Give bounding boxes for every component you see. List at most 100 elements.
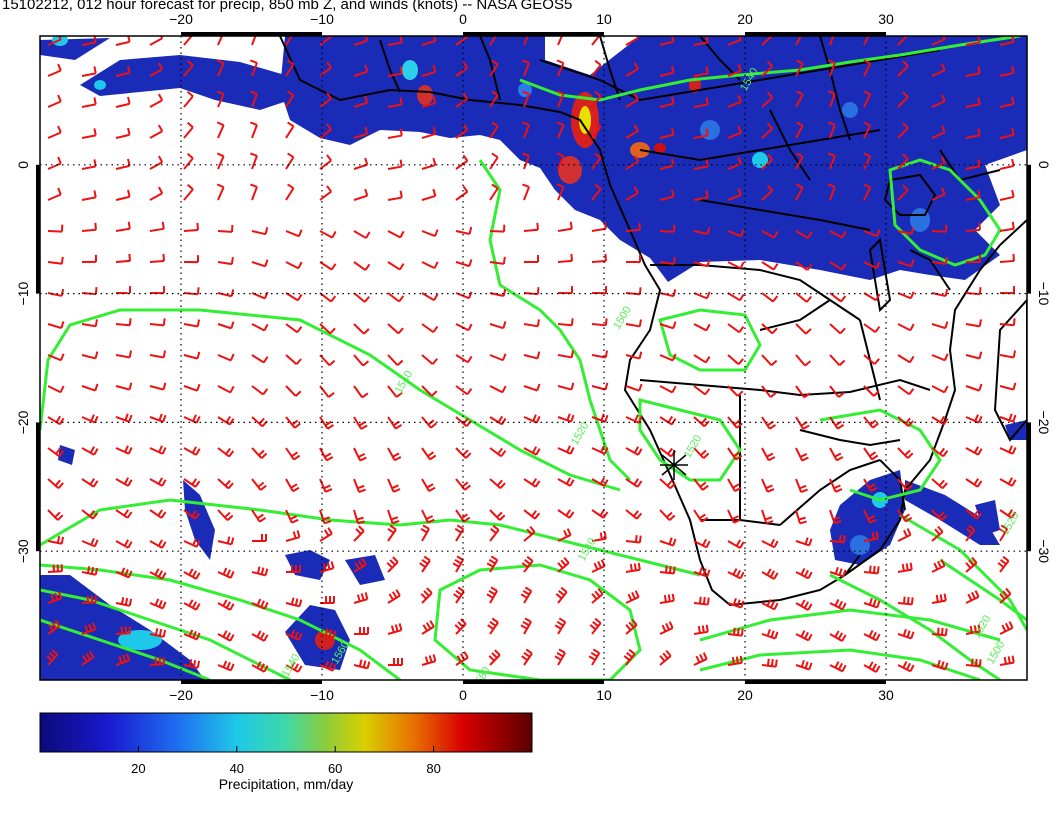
lat-tick-label-right: −10 [1036, 282, 1052, 306]
wind-barb [557, 36, 563, 46]
wind-barb [183, 478, 201, 488]
wind-barb [81, 478, 99, 488]
wind-barb [149, 413, 167, 423]
wind-barb [421, 188, 437, 201]
wind-barb [556, 152, 565, 170]
wind-barb [863, 478, 878, 492]
wind-barb [523, 36, 529, 46]
wind-barb [999, 318, 1016, 327]
wind-barb [319, 527, 333, 542]
wind-barb [387, 416, 403, 430]
wind-barb [659, 289, 677, 298]
wind-barb [625, 562, 641, 573]
wind-barb [931, 593, 947, 604]
contour-1520-east [819, 408, 942, 502]
wind-barb [217, 660, 235, 672]
wind-barb [183, 446, 201, 456]
wind-barb [965, 509, 983, 520]
wind-barb [486, 555, 499, 573]
wind-barb [217, 599, 235, 611]
wind-barb [999, 96, 1015, 108]
wind-barb [795, 537, 813, 547]
wind-barb [421, 95, 437, 108]
wind-barb [829, 534, 846, 544]
wind-barb [452, 555, 464, 573]
wind-barb [47, 125, 62, 139]
lat-tick-label-right: 0 [1036, 161, 1052, 169]
wind-barb [795, 59, 804, 77]
wind-barb [115, 413, 133, 423]
wind-barb [353, 230, 371, 239]
wind-barb [319, 292, 337, 303]
wind-barb [250, 121, 258, 139]
wind-barb [115, 158, 131, 170]
wind-barb [659, 593, 675, 604]
wind-barb [47, 591, 63, 604]
wind-barb [931, 478, 948, 490]
colorbar-tick-label: 80 [426, 761, 440, 776]
wind-barb [557, 413, 575, 423]
wind-barb [659, 127, 675, 139]
wind-barb [863, 261, 881, 270]
wind-barb [795, 36, 803, 46]
wind-barb [659, 189, 675, 201]
wind-barb [727, 385, 744, 397]
wind-barb [863, 509, 877, 524]
wind-barb [285, 478, 300, 493]
wind-barb [421, 36, 437, 46]
wind-barb [556, 59, 565, 77]
wind-barb [659, 65, 675, 77]
contour-1540-north [519, 36, 1021, 102]
wind-barb [727, 292, 745, 302]
wind-barb [489, 183, 499, 201]
wind-barb [115, 597, 133, 607]
wind-barb [999, 413, 1017, 423]
wind-barb [625, 509, 643, 520]
wind-barb [217, 509, 234, 521]
wind-barb [455, 385, 473, 396]
wind-barb [795, 292, 812, 303]
wind-barb [319, 123, 332, 139]
wind-barb [591, 152, 602, 170]
wind-barb [183, 414, 201, 424]
wind-barb [149, 286, 166, 295]
wind-barb [47, 94, 62, 108]
wind-barb [489, 321, 507, 330]
wind-barb [557, 318, 574, 327]
wind-barb [216, 90, 225, 108]
contour-1520-south [638, 398, 742, 482]
wind-barb [897, 385, 915, 396]
wind-barb [521, 648, 533, 666]
wind-barb [183, 509, 201, 520]
contour-label: 1500 [985, 639, 1008, 666]
wind-barb [421, 385, 438, 397]
wind-barb [522, 121, 530, 139]
wind-barb [863, 531, 879, 542]
wind-barb [81, 509, 99, 520]
wind-barb [387, 354, 404, 366]
wind-barb [591, 318, 608, 327]
wind-barb [149, 598, 167, 610]
wind-barb [795, 660, 813, 671]
wind-barb [659, 537, 677, 547]
wind-barb [863, 183, 872, 201]
wind-barb [999, 445, 1017, 455]
wind-barb [285, 416, 301, 429]
wind-barb [455, 36, 469, 46]
wind-barb [931, 187, 946, 201]
wind-barb [693, 354, 711, 364]
wind-barb [251, 323, 269, 332]
wind-barb [897, 60, 909, 77]
wind-barb [556, 90, 565, 108]
wind-barb [727, 655, 743, 666]
wind-barb [387, 524, 397, 542]
wind-barb [489, 121, 499, 139]
wind-barb [795, 509, 807, 525]
wind-barb [353, 447, 367, 462]
wind-barb [353, 558, 367, 573]
wind-barb [523, 319, 540, 328]
wind-barb [489, 224, 506, 233]
wind-barb [319, 323, 336, 335]
wind-barb [659, 509, 676, 521]
